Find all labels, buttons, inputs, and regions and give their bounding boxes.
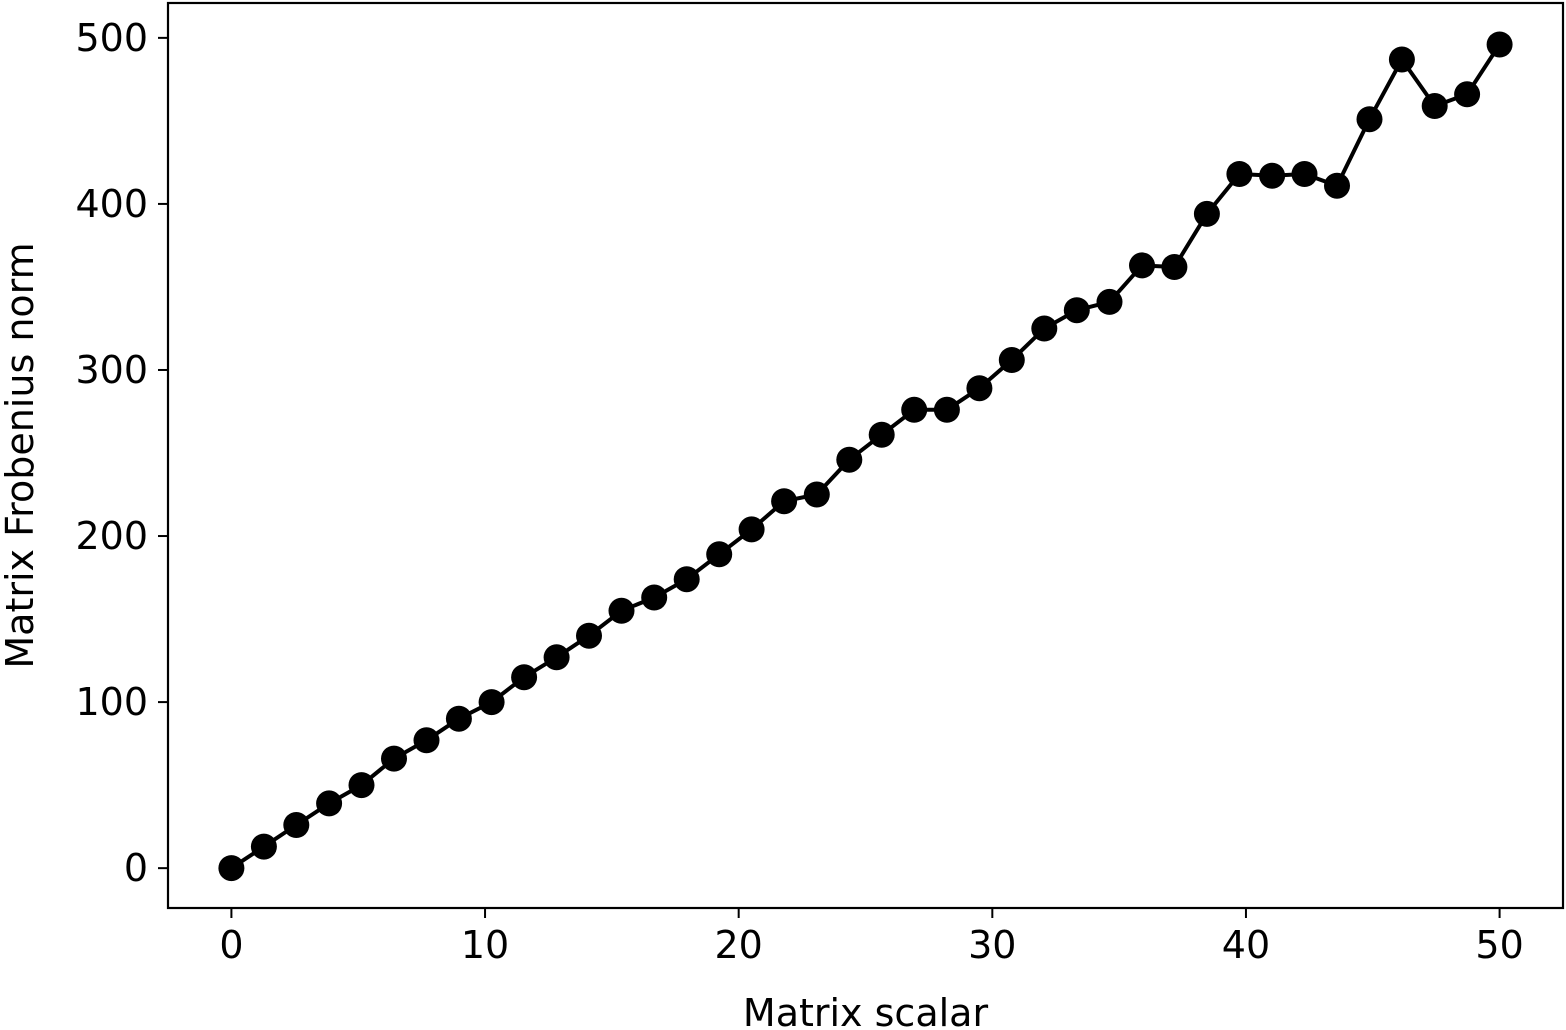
data-point xyxy=(608,597,635,624)
data-point xyxy=(1031,315,1058,342)
data-point xyxy=(738,516,765,543)
data-point xyxy=(381,745,407,772)
y-tick-label: 400 xyxy=(75,182,148,226)
y-axis-ticks: 0 100 200 300 400 500 xyxy=(75,16,168,890)
x-tick-label: 20 xyxy=(715,923,763,967)
data-point xyxy=(1096,288,1123,315)
x-axis-label: Matrix scalar xyxy=(743,991,989,1030)
data-point xyxy=(1486,31,1513,58)
y-tick-label: 0 xyxy=(124,846,148,890)
data-point xyxy=(1421,93,1448,119)
data-point xyxy=(1161,254,1188,280)
data-point xyxy=(543,644,570,671)
data-point xyxy=(250,833,277,860)
y-tick-label: 300 xyxy=(75,348,148,392)
y-axis-label: Matrix Frobenius norm xyxy=(0,242,42,668)
data-point xyxy=(1356,106,1383,133)
data-point xyxy=(218,855,245,882)
x-tick-label: 10 xyxy=(461,923,509,967)
data-point xyxy=(901,396,928,423)
y-tick-label: 100 xyxy=(75,680,148,724)
x-tick-label: 0 xyxy=(219,923,243,967)
data-point xyxy=(1324,172,1350,199)
data-point xyxy=(1063,297,1090,324)
x-tick-label: 30 xyxy=(968,923,1016,967)
data-point xyxy=(478,689,505,716)
data-point xyxy=(933,396,960,423)
x-axis-ticks: 0 10 20 30 40 50 xyxy=(219,908,1524,967)
data-point xyxy=(998,347,1025,373)
data-point xyxy=(771,488,798,515)
data-point xyxy=(511,664,538,691)
data-point xyxy=(803,481,830,508)
data-point xyxy=(1193,200,1220,227)
data-point xyxy=(706,541,733,568)
data-point xyxy=(413,727,440,754)
data-point xyxy=(1454,81,1481,108)
x-tick-label: 40 xyxy=(1222,923,1270,967)
y-tick-label: 500 xyxy=(75,16,148,60)
data-point xyxy=(1291,161,1318,187)
data-point xyxy=(868,421,895,448)
x-tick-label: 50 xyxy=(1475,923,1523,967)
y-tick-label: 200 xyxy=(75,514,148,558)
data-point xyxy=(1226,161,1253,187)
data-point xyxy=(1388,46,1415,73)
data-point xyxy=(966,375,993,402)
plot-area xyxy=(218,31,1513,882)
data-point xyxy=(1259,162,1286,189)
series-line xyxy=(230,43,1502,870)
data-point xyxy=(576,622,602,649)
data-point xyxy=(316,790,343,817)
data-point xyxy=(283,812,310,838)
data-point xyxy=(348,772,375,799)
data-point xyxy=(641,584,668,611)
data-point xyxy=(836,446,863,473)
data-point xyxy=(1129,252,1155,279)
axes-frame xyxy=(166,1,1565,910)
data-point xyxy=(673,566,700,593)
data-point xyxy=(445,705,472,732)
